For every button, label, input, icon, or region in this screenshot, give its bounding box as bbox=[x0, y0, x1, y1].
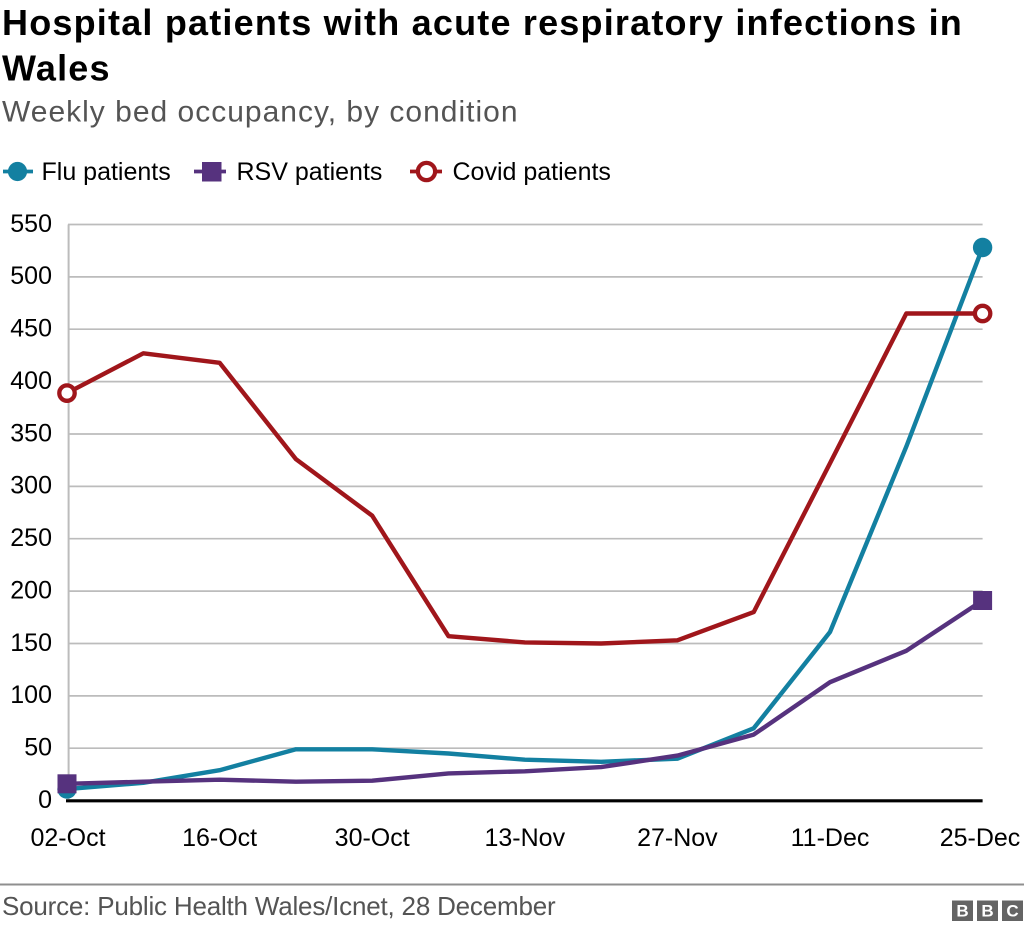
svg-text:02-Oct: 02-Oct bbox=[30, 824, 105, 852]
svg-text:550: 550 bbox=[10, 210, 52, 238]
svg-text:200: 200 bbox=[10, 576, 52, 604]
svg-text:Flu patients: Flu patients bbox=[42, 158, 171, 186]
svg-text:B: B bbox=[981, 902, 993, 921]
svg-text:0: 0 bbox=[38, 786, 52, 814]
svg-text:250: 250 bbox=[10, 524, 52, 552]
svg-text:Covid patients: Covid patients bbox=[453, 158, 611, 186]
svg-text:100: 100 bbox=[10, 681, 52, 709]
svg-text:Hospital patients with acute r: Hospital patients with acute respiratory… bbox=[2, 2, 963, 43]
svg-text:30-Oct: 30-Oct bbox=[335, 824, 410, 852]
svg-text:C: C bbox=[1006, 902, 1018, 921]
svg-text:500: 500 bbox=[10, 262, 52, 290]
svg-text:150: 150 bbox=[10, 629, 52, 657]
svg-text:RSV patients: RSV patients bbox=[237, 158, 383, 186]
svg-text:Weekly bed occupancy, by condi: Weekly bed occupancy, by condition bbox=[2, 96, 519, 129]
svg-text:13-Nov: 13-Nov bbox=[485, 824, 566, 852]
svg-text:25-Dec: 25-Dec bbox=[940, 824, 1021, 852]
svg-text:27-Nov: 27-Nov bbox=[637, 824, 718, 852]
svg-text:300: 300 bbox=[10, 472, 52, 500]
svg-text:Wales: Wales bbox=[2, 48, 111, 89]
svg-text:350: 350 bbox=[10, 419, 52, 447]
svg-text:50: 50 bbox=[24, 734, 52, 762]
svg-text:11-Dec: 11-Dec bbox=[791, 824, 870, 852]
svg-text:B: B bbox=[956, 902, 968, 921]
svg-text:400: 400 bbox=[10, 367, 52, 395]
svg-text:16-Oct: 16-Oct bbox=[182, 824, 257, 852]
svg-text:450: 450 bbox=[10, 315, 52, 343]
svg-text:Source: Public Health Wales/Ic: Source: Public Health Wales/Icnet, 28 De… bbox=[2, 891, 556, 921]
